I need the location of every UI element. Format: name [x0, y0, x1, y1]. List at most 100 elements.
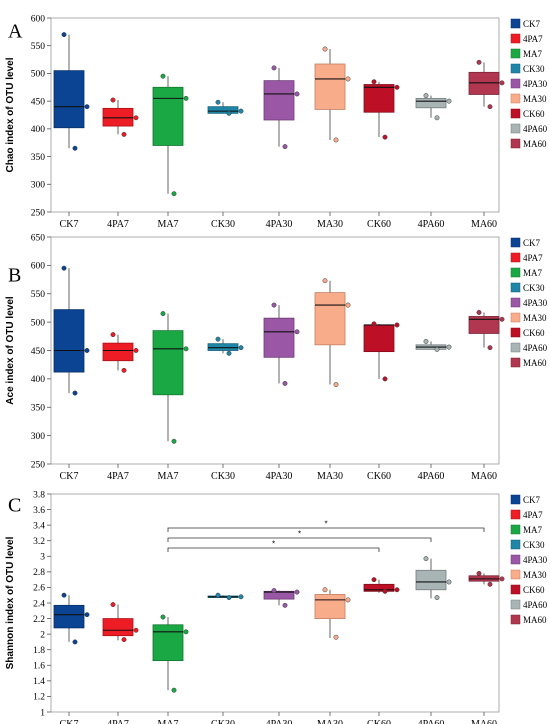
- y-tick-label: 450: [31, 97, 46, 107]
- legend-entry: 4PA30: [523, 555, 548, 565]
- data-point: [446, 98, 452, 104]
- legend: CK7 4PA7 MA7 CK30 4PA30 MA30 CK60 4PA60 MA60: [510, 237, 548, 368]
- legend-swatch: [510, 63, 521, 74]
- box-body: [468, 71, 500, 95]
- data-point: [371, 79, 377, 85]
- data-point: [333, 137, 339, 143]
- legend-entry: CK30: [523, 283, 545, 293]
- box-ck30: [207, 99, 244, 116]
- x-tick-label: 4PA30: [266, 719, 293, 724]
- box-body: [263, 317, 295, 358]
- legend-swatch: [510, 614, 521, 625]
- y-tick-label: 400: [31, 125, 46, 135]
- legend-swatch: [510, 267, 521, 278]
- x-tick-label: CK30: [211, 471, 235, 482]
- x-tick-label: CK60: [367, 471, 391, 482]
- data-point: [382, 588, 388, 594]
- data-point: [238, 345, 244, 351]
- data-point: [171, 687, 177, 693]
- data-point: [345, 76, 351, 82]
- legend-entry: CK30: [523, 540, 545, 550]
- y-tick-label: 3.2: [33, 537, 45, 547]
- x-tick-label: CK60: [367, 219, 391, 230]
- box-4pa60: [415, 556, 452, 600]
- x-tick-label: MA60: [471, 471, 497, 482]
- box-body: [415, 97, 447, 109]
- data-point: [72, 390, 78, 396]
- x-tick-label: MA7: [157, 219, 178, 230]
- data-point: [110, 332, 116, 338]
- y-tick-label: 650: [31, 233, 46, 243]
- data-point: [434, 115, 440, 121]
- legend-swatch: [510, 297, 521, 308]
- box-body: [102, 618, 134, 637]
- y-tick-label: 400: [31, 375, 46, 385]
- data-point: [333, 382, 339, 387]
- data-point: [226, 595, 232, 600]
- data-point: [226, 350, 232, 356]
- data-point: [499, 576, 505, 582]
- data-point: [271, 588, 277, 593]
- legend-swatch: [510, 33, 521, 44]
- box-ck7: [53, 32, 90, 151]
- legend-entry: MA30: [523, 570, 547, 580]
- panel-c: C Shannon index of OTU level 1 1.2 1.4 1.6 1.8…: [5, 490, 548, 724]
- data-point: [133, 627, 139, 633]
- box-body: [263, 590, 295, 600]
- panel-label: B: [8, 265, 21, 287]
- y-tick-label: 2.6: [33, 584, 45, 594]
- box-body: [207, 106, 239, 114]
- legend-swatch: [510, 327, 521, 338]
- legend: CK7 4PA7 MA7 CK30 4PA30 MA30 CK60 4PA60 MA60: [510, 18, 548, 149]
- x-tick-label: 4PA30: [266, 471, 293, 482]
- significance-bracket: *: [167, 540, 380, 552]
- legend-swatch: [510, 123, 521, 134]
- box-ck60: [363, 321, 400, 382]
- x-tick-label: MA7: [157, 719, 178, 724]
- box-body: [314, 292, 346, 346]
- legend-entry: CK7: [523, 238, 541, 248]
- data-point: [215, 336, 221, 342]
- data-point: [61, 592, 67, 598]
- box-4pa60: [415, 338, 452, 352]
- box-4pa7: [102, 332, 139, 373]
- data-point: [487, 581, 493, 587]
- x-tick-label: MA7: [157, 471, 178, 482]
- legend-swatch: [510, 494, 521, 505]
- x-tick-label: 4PA60: [418, 471, 445, 482]
- y-tick-label: 2.4: [33, 599, 45, 609]
- data-point: [160, 73, 166, 79]
- legend-swatch: [510, 554, 521, 565]
- y-tick-label: 3.8: [33, 490, 45, 500]
- data-point: [371, 321, 377, 327]
- box-ck60: [363, 79, 400, 140]
- x-tick-label: CK60: [367, 719, 391, 724]
- y-tick-label: 500: [31, 70, 46, 80]
- y-tick-label: 1.4: [33, 677, 45, 687]
- data-point: [215, 99, 221, 105]
- box-body: [363, 84, 395, 113]
- data-point: [423, 556, 429, 562]
- box-ma7: [152, 614, 189, 693]
- legend-swatch: [510, 569, 521, 580]
- data-point: [322, 587, 328, 593]
- box-body: [263, 80, 295, 121]
- y-tick-label: 300: [31, 181, 46, 191]
- box-4pa7: [102, 602, 139, 643]
- data-point: [499, 80, 505, 86]
- x-tick-label: 4PA7: [107, 219, 129, 230]
- box-ma7: [152, 73, 189, 197]
- x-tick-label: CK30: [211, 219, 235, 230]
- legend-swatch: [510, 138, 521, 149]
- y-tick-label: 500: [31, 318, 46, 328]
- x-tick-label: 4PA30: [266, 219, 293, 230]
- x-tick-label: MA30: [317, 719, 343, 724]
- data-point: [423, 93, 429, 99]
- legend-swatch: [510, 357, 521, 368]
- data-point: [371, 577, 377, 583]
- y-tick-label: 550: [31, 42, 46, 52]
- legend-swatch: [510, 18, 521, 29]
- data-point: [394, 84, 400, 90]
